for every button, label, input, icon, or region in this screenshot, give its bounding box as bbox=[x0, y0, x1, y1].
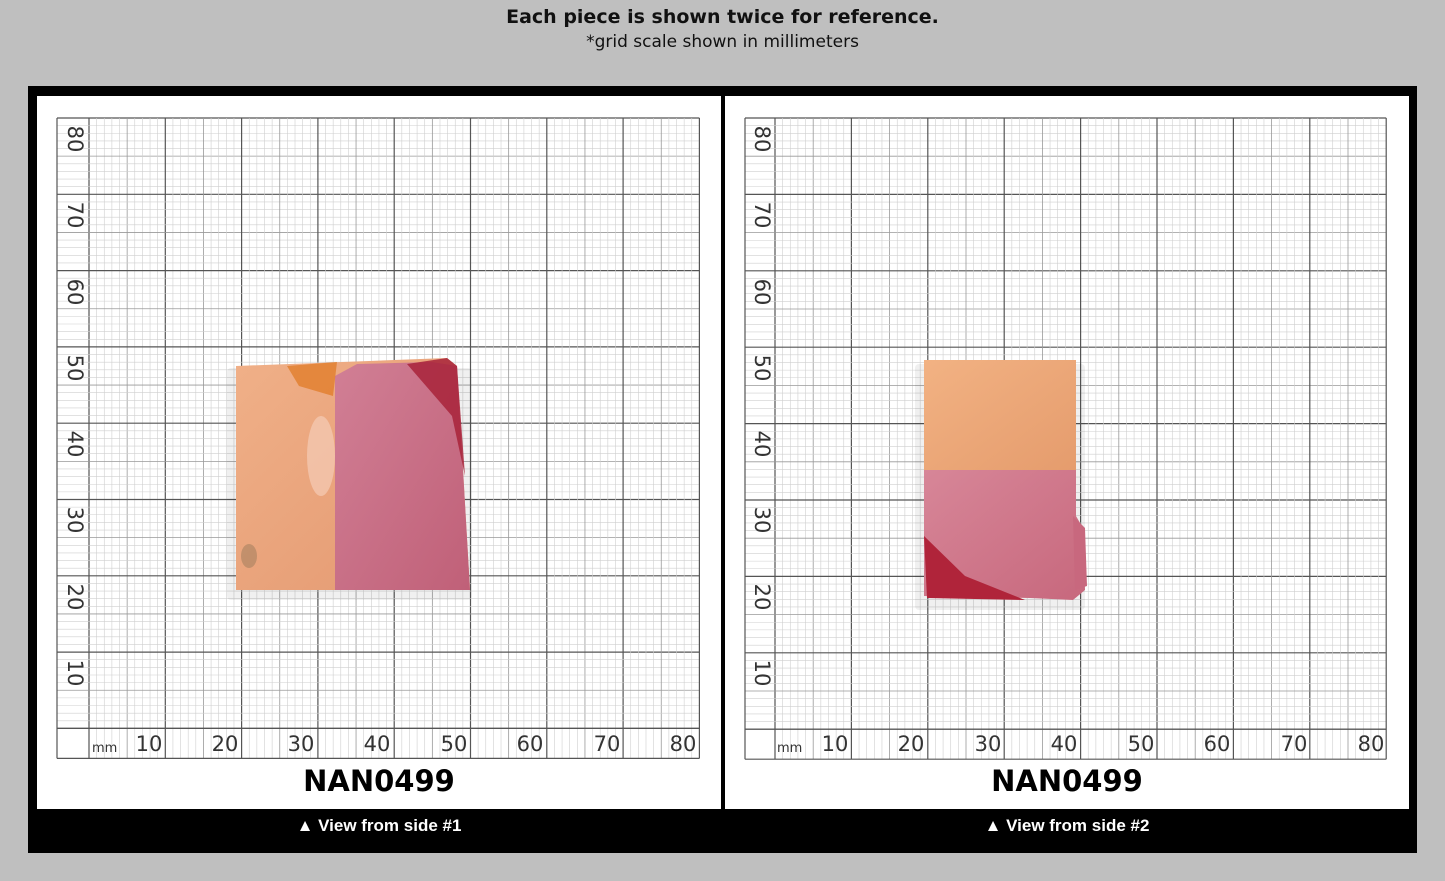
stone-photo-side-2 bbox=[915, 360, 1087, 610]
image-frame: mm 10 20 30 40 50 60 70 80 80 70 60 50 4… bbox=[28, 86, 1417, 853]
page-subtitle: *grid scale shown in millimeters bbox=[586, 32, 859, 52]
unit-label: mm bbox=[777, 741, 802, 756]
x-tick-20: 20 bbox=[212, 732, 239, 756]
y-tick-70: 70 bbox=[63, 202, 87, 229]
panel-side-2: mm 10 20 30 40 50 60 70 80 80 70 60 50 4… bbox=[725, 96, 1409, 809]
panel-side-1: mm 10 20 30 40 50 60 70 80 80 70 60 50 4… bbox=[37, 96, 721, 809]
y-tick-10: 10 bbox=[750, 660, 774, 687]
x-tick-20: 20 bbox=[898, 732, 925, 756]
x-tick-40: 40 bbox=[1051, 732, 1078, 756]
x-tick-40: 40 bbox=[364, 732, 391, 756]
x-tick-60: 60 bbox=[1204, 732, 1231, 756]
y-axis-labels-side-1: 80 70 60 50 40 30 20 10 bbox=[63, 126, 87, 687]
page-title: Each piece is shown twice for reference. bbox=[506, 6, 939, 28]
grid-side-1: mm 10 20 30 40 50 60 70 80 80 70 60 50 4… bbox=[56, 117, 701, 760]
y-tick-40: 40 bbox=[63, 431, 87, 458]
x-tick-10: 10 bbox=[136, 732, 163, 756]
y-tick-20: 20 bbox=[750, 584, 774, 611]
x-tick-60: 60 bbox=[517, 732, 544, 756]
y-tick-60: 60 bbox=[750, 279, 774, 306]
y-tick-40: 40 bbox=[750, 431, 774, 458]
x-tick-10: 10 bbox=[822, 732, 849, 756]
y-tick-30: 30 bbox=[750, 507, 774, 534]
stone-photo-side-1 bbox=[227, 358, 472, 600]
gridlines-side-1 bbox=[56, 117, 701, 760]
y-tick-50: 50 bbox=[750, 355, 774, 382]
caption-side-2: ▲ View from side #2 bbox=[984, 816, 1150, 835]
caption-side-1: ▲ View from side #1 bbox=[296, 816, 462, 835]
y-axis-labels-side-2: 80 70 60 50 40 30 20 10 bbox=[750, 126, 774, 687]
y-tick-50: 50 bbox=[63, 355, 87, 382]
x-tick-80: 80 bbox=[670, 732, 697, 756]
x-tick-80: 80 bbox=[1358, 732, 1385, 756]
y-tick-80: 80 bbox=[750, 126, 774, 153]
stone-code: NAN0499 bbox=[991, 764, 1143, 798]
x-tick-30: 30 bbox=[975, 732, 1002, 756]
x-tick-50: 50 bbox=[1128, 732, 1155, 756]
x-tick-50: 50 bbox=[441, 732, 468, 756]
y-tick-20: 20 bbox=[63, 584, 87, 611]
x-tick-70: 70 bbox=[594, 732, 621, 756]
x-tick-30: 30 bbox=[288, 732, 315, 756]
grid-side-2: mm 10 20 30 40 50 60 70 80 80 70 60 50 4… bbox=[744, 117, 1387, 760]
y-tick-30: 30 bbox=[63, 507, 87, 534]
unit-label: mm bbox=[92, 741, 117, 756]
x-axis-labels-side-2: mm 10 20 30 40 50 60 70 80 bbox=[777, 732, 1384, 756]
y-tick-80: 80 bbox=[63, 126, 87, 153]
y-tick-60: 60 bbox=[63, 279, 87, 306]
stone-code: NAN0499 bbox=[303, 764, 455, 798]
y-tick-10: 10 bbox=[63, 660, 87, 687]
x-axis-labels-side-1: mm 10 20 30 40 50 60 70 80 bbox=[92, 732, 696, 756]
x-tick-70: 70 bbox=[1281, 732, 1308, 756]
y-tick-70: 70 bbox=[750, 202, 774, 229]
